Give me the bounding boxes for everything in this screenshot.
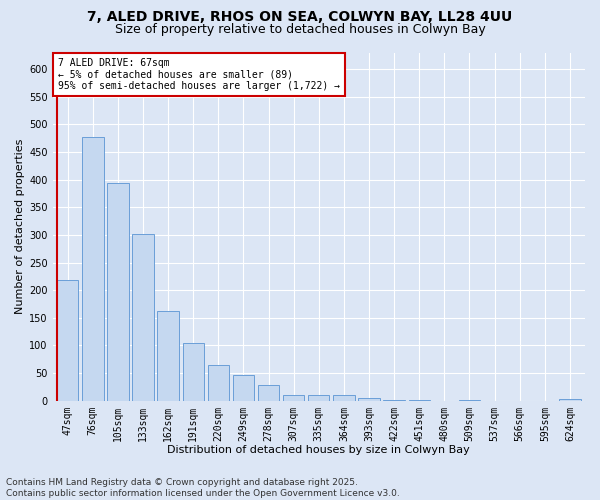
Bar (157, 310, 179, 400)
Bar (358, 398, 380, 400)
Text: Contains HM Land Registry data © Crown copyright and database right 2025.
Contai: Contains HM Land Registry data © Crown c… (6, 478, 400, 498)
Bar (308, 395, 329, 400)
Bar (333, 395, 355, 400)
Bar (208, 365, 229, 400)
Text: 7 ALED DRIVE: 67sqm
← 5% of detached houses are smaller (89)
95% of semi-detache: 7 ALED DRIVE: 67sqm ← 5% of detached hou… (58, 58, 340, 91)
Bar (233, 374, 254, 400)
Bar (283, 395, 304, 400)
Y-axis label: Number of detached properties: Number of detached properties (15, 139, 25, 314)
Bar (559, 399, 581, 400)
Bar (258, 384, 279, 400)
Bar (182, 342, 204, 400)
X-axis label: Distribution of detached houses by size in Colwyn Bay: Distribution of detached houses by size … (167, 445, 470, 455)
Bar (133, 234, 154, 400)
Bar (57, 280, 79, 400)
Bar (82, 136, 104, 400)
Text: 7, ALED DRIVE, RHOS ON SEA, COLWYN BAY, LL28 4UU: 7, ALED DRIVE, RHOS ON SEA, COLWYN BAY, … (88, 10, 512, 24)
Text: Size of property relative to detached houses in Colwyn Bay: Size of property relative to detached ho… (115, 22, 485, 36)
Bar (107, 183, 128, 400)
